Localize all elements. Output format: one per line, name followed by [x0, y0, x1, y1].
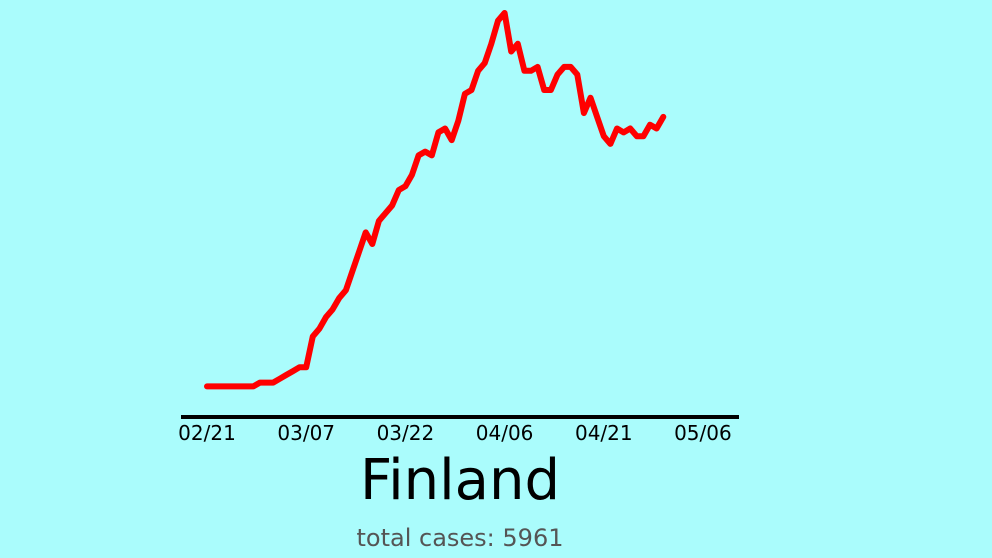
x-tick-label: 03/07	[277, 421, 335, 445]
series-line-0	[204, 10, 667, 390]
plot-area	[204, 10, 667, 390]
x-tick-label: 05/06	[674, 421, 732, 445]
x-tick-label: 02/21	[178, 421, 236, 445]
chart-title: Finland	[359, 448, 561, 513]
x-tick-label: 04/21	[575, 421, 633, 445]
x-tick-label: 04/06	[476, 421, 534, 445]
chart-subtitle-total-cases: total cases: 5961	[356, 524, 564, 552]
x-tick-label: 03/22	[377, 421, 435, 445]
x-tick-labels: 02/21 03/07 03/22 04/06 04/21 05/06	[178, 421, 732, 445]
